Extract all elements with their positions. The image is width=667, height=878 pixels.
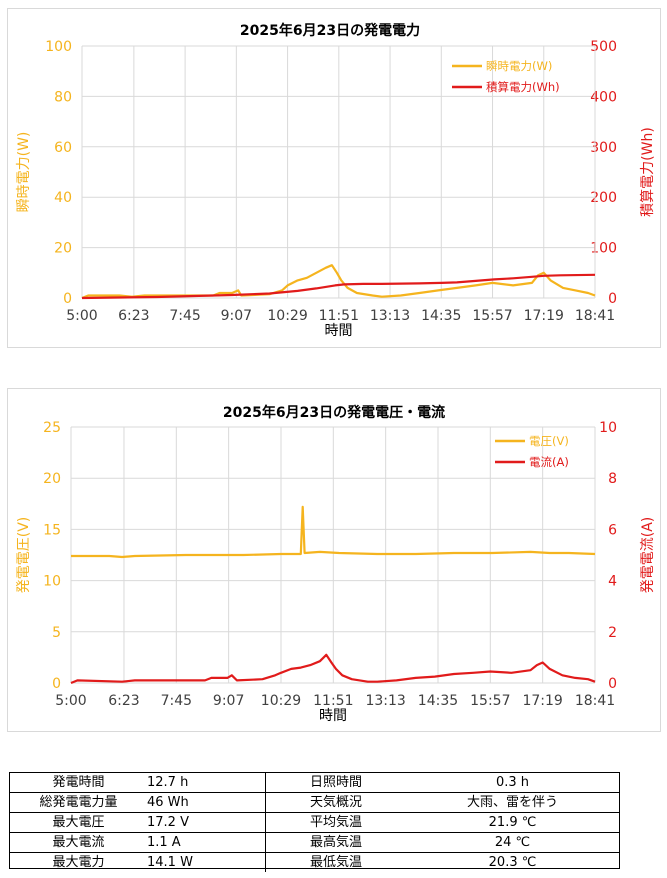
y-right-tick-label: 500 bbox=[590, 39, 617, 55]
series-line-1 bbox=[81, 264, 596, 300]
summary-value: 0.3 h bbox=[495, 774, 530, 790]
y-left-tick-label: 20 bbox=[43, 471, 61, 487]
x-tick-label: 11:51 bbox=[319, 308, 359, 324]
table-row: 最大電力 14.1 W 最低気温 20.3 ℃ bbox=[10, 852, 619, 872]
x-tick-label: 18:41 bbox=[575, 693, 615, 709]
x-tick-label: 14:35 bbox=[418, 693, 458, 709]
x-tick-label: 18:41 bbox=[575, 308, 615, 324]
summary-label: 天気概況 bbox=[265, 792, 406, 813]
voltage-current-chart-panel: 2025年6月23日の発電電圧・電流 0 0 5 2 10 4 15 6 20 8 25 10 5:00 6… bbox=[7, 388, 661, 732]
summary-value: 大雨、雷を伴う bbox=[406, 792, 619, 813]
y-left-tick-label: 15 bbox=[43, 522, 61, 538]
x-tick-label: 13:13 bbox=[370, 308, 410, 324]
x-tick-label: 6:23 bbox=[118, 308, 149, 324]
summary-label: 最低気温 bbox=[265, 852, 406, 872]
summary-label: 日照時間 bbox=[265, 773, 406, 793]
power-chart: 2025年6月23日の発電電力 0 0 20 100 40 200 60 300 80 400 100… bbox=[16, 22, 656, 339]
x-tick-label: 15:57 bbox=[472, 308, 512, 324]
y-right-tick-label: 2 bbox=[608, 625, 617, 641]
legend-label: 積算電力(Wh) bbox=[486, 80, 560, 94]
power-chart-panel: 2025年6月23日の発電電力 0 0 20 100 40 200 60 300 80 400 100… bbox=[7, 8, 661, 348]
y-left-tick-label: 60 bbox=[54, 140, 72, 156]
x-axis-label: 時間 bbox=[325, 323, 353, 339]
summary-value: 21.9 ℃ bbox=[406, 812, 619, 833]
series-line-2 bbox=[70, 653, 596, 685]
series-line-1 bbox=[71, 505, 596, 559]
x-tick-label: 5:00 bbox=[66, 308, 97, 324]
y-right-tick-label: 400 bbox=[590, 89, 617, 105]
summary-label: 最大電力 bbox=[10, 852, 147, 872]
x-tick-label: 5:00 bbox=[55, 693, 86, 709]
voltage-current-chart: 2025年6月23日の発電電圧・電流 0 0 5 2 10 4 15 6 20 8 25 10 5:00 6… bbox=[16, 404, 656, 724]
legend-label: 電流(A) bbox=[529, 455, 569, 469]
x-tick-label: 6:23 bbox=[108, 693, 139, 709]
y-left-axis-label: 瞬時電力(W) bbox=[16, 132, 32, 213]
y-left-tick-label: 5 bbox=[52, 625, 61, 641]
summary-label: 発電時間 bbox=[52, 774, 105, 790]
summary-label: 最高気温 bbox=[265, 832, 406, 853]
series-line-2 bbox=[81, 273, 596, 300]
summary-label: 最大電圧 bbox=[10, 812, 147, 833]
x-tick-label: 9:07 bbox=[213, 693, 244, 709]
x-tick-label: 11:51 bbox=[313, 693, 353, 709]
y-left-axis-label: 発電電圧(V) bbox=[16, 517, 32, 594]
y-right-tick-label: 6 bbox=[608, 522, 617, 538]
table-row: 最大電流 1.1 A 最高気温 24 ℃ bbox=[10, 832, 619, 853]
table-row: 発電時間 12.7 h 日照時間 0.3 h bbox=[10, 773, 619, 793]
x-tick-label: 10:29 bbox=[261, 693, 301, 709]
y-right-tick-label: 0 bbox=[608, 291, 617, 307]
y-right-tick-label: 4 bbox=[608, 574, 617, 590]
summary-label: 最大電流 bbox=[10, 832, 147, 853]
x-tick-label: 13:13 bbox=[365, 693, 405, 709]
chart-title: 2025年6月23日の発電電圧・電流 bbox=[223, 404, 445, 421]
x-axis-label: 時間 bbox=[319, 708, 347, 724]
x-tick-label: 7:45 bbox=[169, 308, 200, 324]
legend-label: 電圧(V) bbox=[529, 434, 569, 448]
summary-value: 20.3 ℃ bbox=[406, 852, 619, 872]
y-right-tick-label: 10 bbox=[599, 420, 617, 436]
x-tick-label: 14:35 bbox=[421, 308, 461, 324]
y-left-tick-label: 80 bbox=[54, 89, 72, 105]
y-left-tick-label: 0 bbox=[63, 291, 72, 307]
summary-value: 17.2 V bbox=[147, 812, 266, 833]
y-left-tick-label: 10 bbox=[43, 574, 61, 590]
y-left-tick-label: 25 bbox=[43, 420, 61, 436]
y-right-tick-label: 0 bbox=[608, 676, 617, 692]
daily-summary-table: 発電時間 12.7 h 日照時間 0.3 h 総発電電力量 46 Wh 天気概況… bbox=[9, 772, 620, 872]
y-right-tick-label: 300 bbox=[590, 140, 617, 156]
y-right-tick-label: 200 bbox=[590, 190, 617, 206]
table-row: 最大電圧 17.2 V 平均気温 21.9 ℃ bbox=[10, 812, 619, 833]
y-left-tick-label: 20 bbox=[54, 241, 72, 257]
summary-value: 14.1 W bbox=[147, 852, 266, 872]
summary-value: 12.7 h bbox=[147, 774, 189, 790]
summary-value: 46 Wh bbox=[147, 792, 266, 813]
summary-value: 24 ℃ bbox=[406, 832, 619, 853]
x-tick-label: 10:29 bbox=[267, 308, 307, 324]
summary-value: 1.1 A bbox=[147, 832, 266, 853]
y-left-tick-label: 100 bbox=[45, 39, 72, 55]
x-tick-label: 7:45 bbox=[161, 693, 192, 709]
chart-title: 2025年6月23日の発電電力 bbox=[240, 22, 420, 39]
y-right-tick-label: 100 bbox=[590, 241, 617, 257]
summary-label: 総発電電力量 bbox=[10, 792, 147, 813]
y-left-tick-label: 40 bbox=[54, 190, 72, 206]
y-right-axis-label: 発電電流(A) bbox=[640, 517, 656, 594]
y-right-axis-label: 積算電力(Wh) bbox=[640, 127, 656, 217]
x-tick-label: 9:07 bbox=[221, 308, 252, 324]
y-left-tick-label: 0 bbox=[52, 676, 61, 692]
y-right-tick-label: 8 bbox=[608, 471, 617, 487]
x-tick-label: 17:19 bbox=[522, 693, 562, 709]
x-tick-label: 17:19 bbox=[524, 308, 564, 324]
x-tick-label: 15:57 bbox=[470, 693, 510, 709]
legend-label: 瞬時電力(W) bbox=[486, 59, 552, 73]
table-row: 総発電電力量 46 Wh 天気概況 大雨、雷を伴う bbox=[10, 792, 619, 813]
summary-label: 平均気温 bbox=[265, 812, 406, 833]
